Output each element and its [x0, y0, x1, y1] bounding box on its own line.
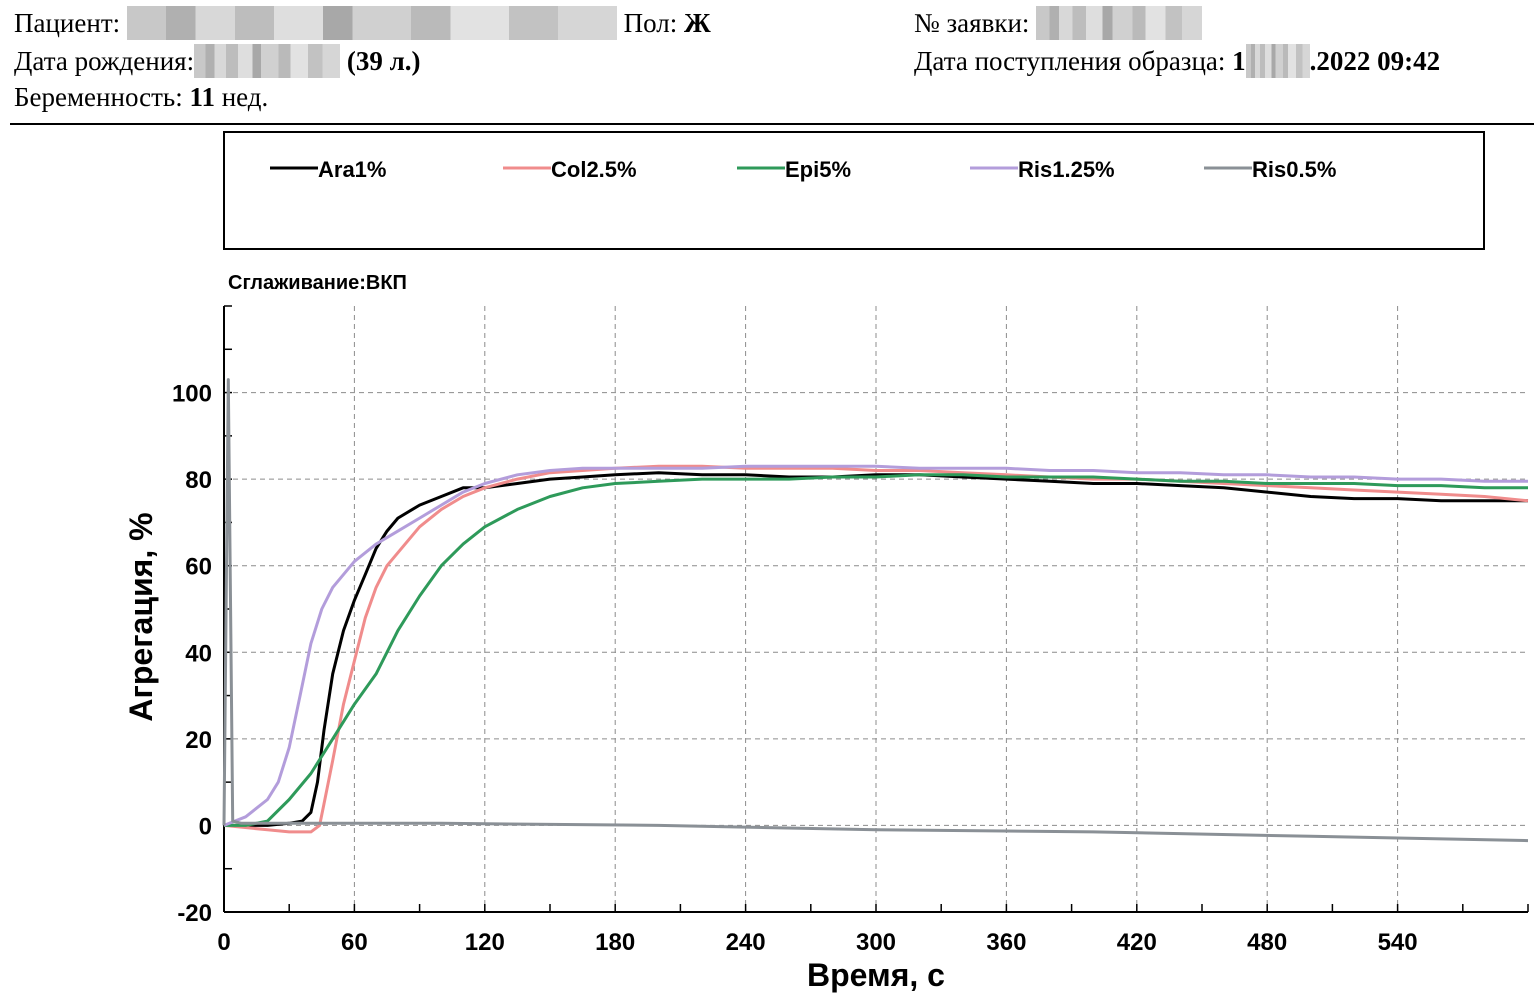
- x-tick-label: 420: [1117, 929, 1157, 956]
- legend-label-epi5: Epi5%: [785, 157, 851, 182]
- patient-line: Пациент: Пол: Ж: [14, 6, 711, 40]
- series-line-ris1-25: [223, 464, 1528, 827]
- legend-box: [223, 131, 1485, 250]
- y-tick-label: 40: [185, 640, 212, 667]
- order-label: № заявки:: [914, 8, 1030, 38]
- order-line: № заявки:: [914, 6, 1203, 40]
- x-tick-label: 540: [1378, 929, 1418, 956]
- y-tick-label: 60: [185, 554, 212, 581]
- sex-label: Пол:: [623, 8, 678, 38]
- pregnancy-line: Беременность: 11 нед.: [14, 81, 268, 113]
- sample-date-line: Дата поступления образца: 1 .2022 09:42: [914, 44, 1440, 78]
- x-tick-label: 480: [1247, 929, 1287, 956]
- series-line-epi5: [224, 473, 1528, 827]
- x-tick-label: 180: [595, 929, 635, 956]
- series-line-ris0-5: [222, 378, 1529, 843]
- pregnancy-label: Беременность:: [14, 82, 183, 112]
- x-tick-label: 120: [465, 929, 505, 956]
- header-divider: [10, 123, 1534, 125]
- chart-subtitle: Сглаживание:ВКП: [228, 272, 407, 294]
- axes: 0 60 120 180 240 300 360 420 480 540-200204060801…: [172, 305, 1529, 956]
- x-tick-label: 240: [726, 929, 766, 956]
- sample-date-redacted: [1245, 44, 1310, 78]
- x-tick-label: 60: [341, 929, 368, 956]
- y-tick-label: 0: [199, 813, 212, 840]
- sample-date-prefix: 1: [1232, 46, 1246, 76]
- order-number-redacted: [1036, 6, 1203, 40]
- sample-date-label: Дата поступления образца:: [914, 46, 1226, 76]
- legend: Ara1% Col2.5% Epi5% Ris1.25% Ris0.5%: [270, 157, 1336, 182]
- grid: [224, 306, 1528, 912]
- legend-label-ara1: Ara1%: [318, 157, 386, 182]
- y-tick-label: 80: [185, 467, 212, 494]
- y-axis-label: Агрегация, %: [123, 512, 159, 721]
- series-line-ara1: [224, 471, 1528, 827]
- legend-label-col2-5: Col2.5%: [551, 157, 637, 182]
- legend-label-ris0-5: Ris0.5%: [1252, 157, 1336, 182]
- dob-redacted: [194, 44, 341, 78]
- age-value: (39 л.): [346, 46, 421, 76]
- dob-label: Дата рождения:: [14, 46, 195, 76]
- sex-value: Ж: [684, 8, 711, 38]
- dob-line: Дата рождения: (39 л.): [14, 44, 420, 78]
- y-tick-label: -20: [177, 900, 212, 927]
- patient-name-redacted: [126, 6, 617, 40]
- patient-label: Пациент:: [14, 8, 121, 38]
- y-tick-label: 20: [185, 727, 212, 754]
- sample-date-value: .2022 09:42: [1309, 46, 1441, 76]
- x-tick-label: 0: [217, 929, 230, 956]
- y-tick-label: 100: [172, 381, 212, 408]
- x-axis-label: Время, с: [807, 957, 945, 993]
- pregnancy-weeks: 11: [189, 82, 215, 112]
- legend-label-ris1-25: Ris1.25%: [1018, 157, 1115, 182]
- x-tick-label: 300: [856, 929, 896, 956]
- pregnancy-unit: нед.: [221, 82, 269, 112]
- series-lines: [222, 378, 1529, 843]
- x-tick-label: 360: [986, 929, 1026, 956]
